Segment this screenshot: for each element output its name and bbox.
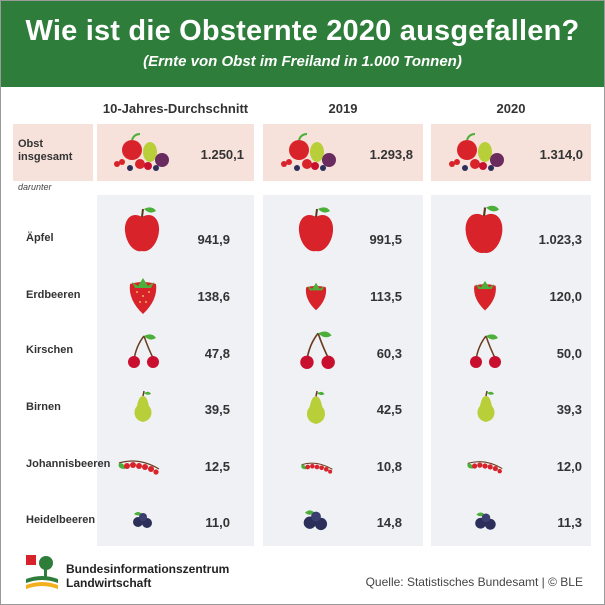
value-apples-2020: 1.023,3	[538, 232, 582, 247]
value-cherries-2020: 50,0	[556, 346, 582, 361]
mixed-fruit-icon	[449, 133, 504, 171]
total-value-2020: 1.314,0	[539, 147, 583, 162]
strawberry-icon	[305, 282, 327, 311]
currant-icon	[467, 461, 503, 474]
row-label-cherries: Kirschen	[26, 344, 74, 356]
value-apples-2019: 991,5	[369, 232, 402, 247]
footer-source: Quelle: Statistisches Bundesamt | © BLE	[365, 575, 583, 589]
chart-title: Wie ist die Obsternte 2020 ausgefallen?	[25, 15, 580, 47]
value-pears-2019: 42,5	[376, 402, 402, 417]
value-currants-2019: 10,8	[376, 459, 402, 474]
strawberry-icon	[129, 278, 157, 314]
value-cherries-avg: 47,8	[204, 346, 230, 361]
value-pears-2020: 39,3	[556, 402, 582, 417]
total-label-line2: insgesamt	[18, 151, 73, 163]
blueberry-icon	[303, 510, 328, 531]
footer-organization: Bundesinformationszentrum Landwirtschaft	[66, 562, 229, 590]
strawberry-icon	[474, 280, 496, 311]
apple-icon	[298, 207, 334, 252]
value-strawberries-2020: 120,0	[549, 289, 582, 304]
cherry-icon	[300, 331, 335, 369]
column-header-2019: 2019	[328, 101, 358, 116]
row-label-apples: Äpfel	[26, 232, 54, 244]
total-value-avg: 1.250,1	[200, 147, 244, 162]
column-panel-2020	[431, 195, 591, 546]
value-cherries-2019: 60,3	[376, 346, 402, 361]
cherry-icon	[470, 334, 501, 368]
ble-logo-icon	[24, 553, 60, 591]
value-blueberries-2019: 14,8	[376, 515, 402, 530]
pear-icon	[307, 390, 325, 424]
row-label-pears: Birnen	[26, 401, 61, 413]
total-label-cell	[13, 124, 93, 181]
total-label: Obst insgesamt	[18, 138, 72, 164]
value-apples-avg: 941,9	[197, 232, 230, 247]
value-blueberries-avg: 11,0	[205, 515, 230, 530]
mixed-fruit-icon	[114, 133, 169, 171]
column-header-avg: 10-Jahres-Durchschnitt	[102, 101, 249, 116]
darunter-label: darunter	[18, 182, 52, 192]
column-panel-2019	[263, 195, 423, 546]
footer-org-line1: Bundesinformationszentrum	[66, 562, 230, 576]
apple-icon	[465, 205, 503, 253]
cherry-icon	[128, 334, 159, 368]
chart-subtitle: (Ernte von Obst im Freiland in 1.000 Ton…	[143, 53, 462, 70]
apple-icon	[124, 207, 160, 252]
total-value-2019: 1.293,8	[369, 147, 413, 162]
value-strawberries-2019: 113,5	[370, 289, 402, 304]
value-currants-2020: 12,0	[556, 459, 582, 474]
row-label-currants: Johannisbeeren	[26, 458, 111, 470]
footer-org-line2: Landwirtschaft	[66, 576, 152, 590]
total-label-line1: Obst	[18, 138, 44, 150]
blueberry-icon	[475, 512, 496, 530]
row-label-blueberries: Heidelbeeren	[26, 514, 96, 526]
currant-icon	[118, 460, 160, 475]
header-banner: Wie ist die Obsternte 2020 ausgefallen? …	[1, 1, 604, 87]
value-pears-avg: 39,5	[204, 402, 230, 417]
pear-icon	[477, 390, 495, 422]
value-currants-avg: 12,5	[204, 459, 230, 474]
currant-icon	[301, 462, 333, 474]
column-header-2020: 2020	[496, 101, 526, 116]
pear-icon	[134, 390, 152, 422]
mixed-fruit-icon	[281, 133, 336, 171]
value-strawberries-avg: 138,6	[197, 289, 230, 304]
column-panel-avg	[97, 195, 254, 546]
blueberry-icon	[133, 512, 152, 528]
value-blueberries-2020: 11,3	[557, 515, 582, 530]
row-label-strawberries: Erdbeeren	[26, 289, 81, 301]
